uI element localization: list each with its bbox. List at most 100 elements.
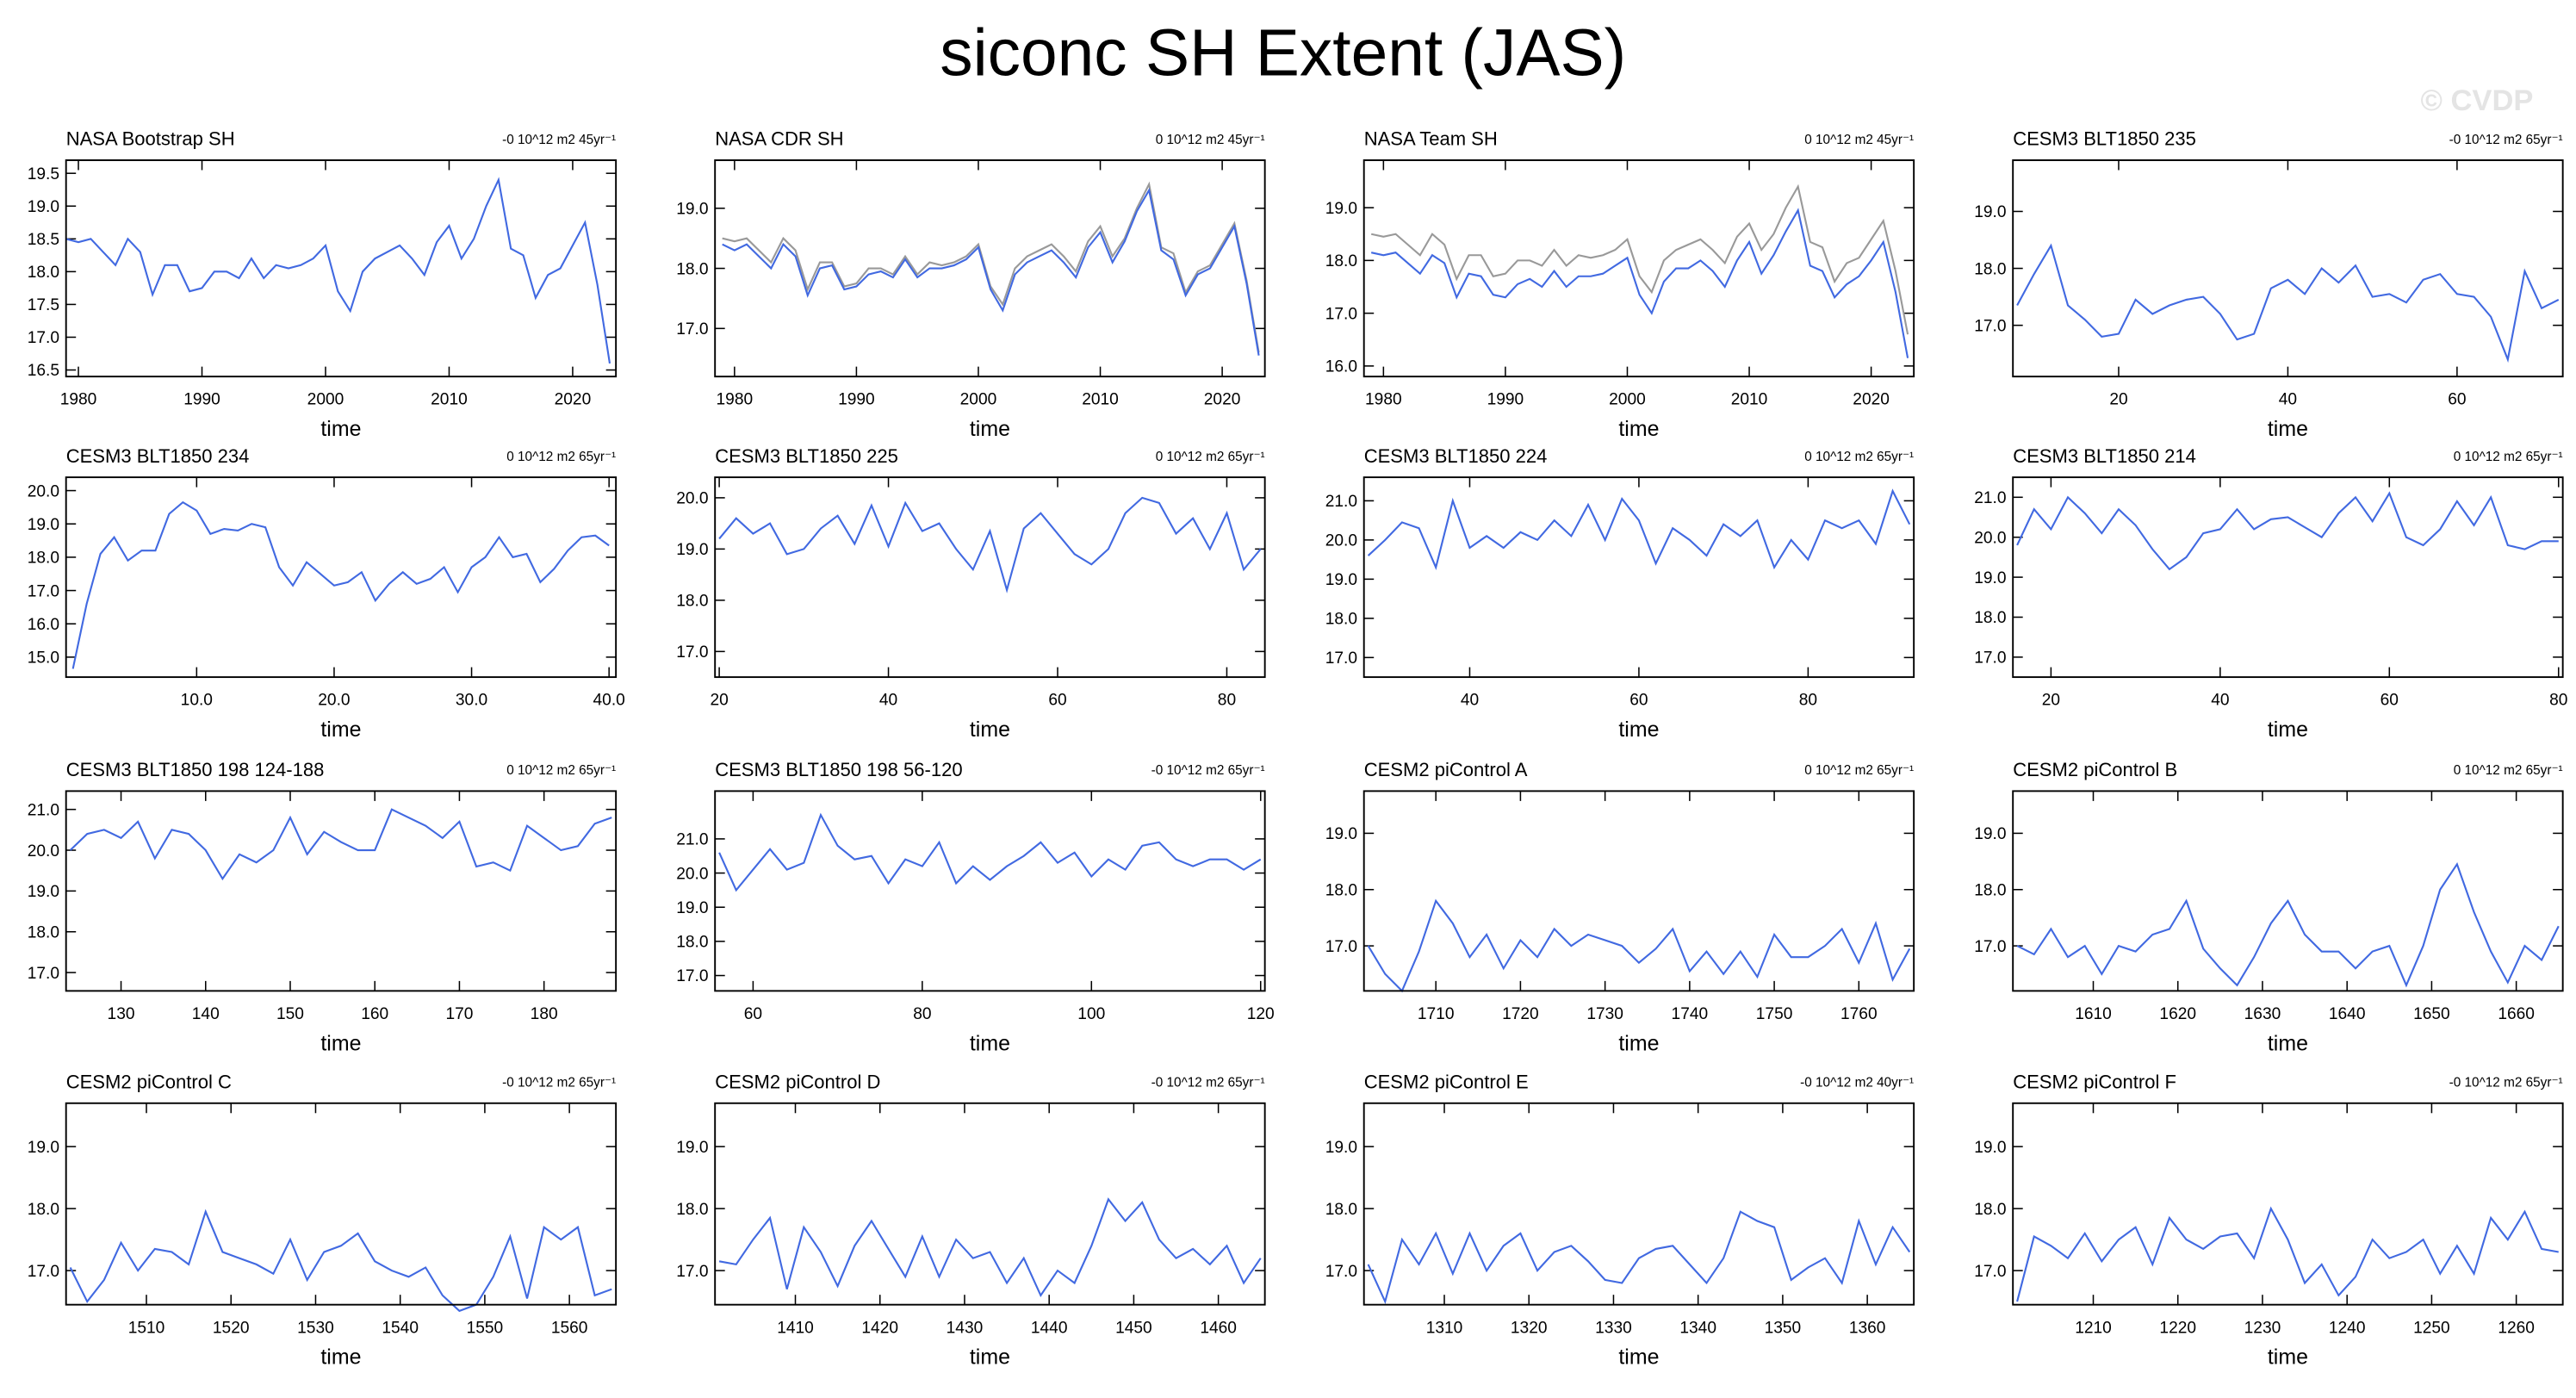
plot-frame (714, 790, 1266, 992)
y-tick-label: 17.0 (676, 643, 708, 662)
y-tick-label: 18.0 (676, 260, 708, 278)
x-tick-label: 100 (1077, 1005, 1105, 1023)
y-tick-label: 18.0 (28, 1201, 59, 1219)
x-tick-label: 1560 (551, 1319, 588, 1337)
x-tick-label: 1310 (1426, 1319, 1463, 1337)
x-tick-label: 2000 (1609, 391, 1646, 409)
x-axis-label: time (320, 718, 361, 742)
x-axis-label: time (970, 417, 1010, 441)
panel-trend: 0 10^12 m2 65yr⁻¹ (2454, 450, 2563, 464)
data-line (1367, 1210, 1911, 1305)
x-tick-label: 1330 (1595, 1319, 1632, 1337)
panel-title: NASA CDR SH (715, 128, 843, 150)
x-axis-label: time (2268, 1345, 2308, 1370)
data-line (69, 808, 612, 881)
y-tick-label: 17.0 (676, 967, 708, 985)
x-tick-label: 40 (1461, 692, 1479, 710)
data-line (69, 1208, 612, 1313)
data-line (2016, 243, 2560, 363)
y-tick-label: 19.0 (28, 516, 59, 534)
data-line (1370, 208, 1909, 358)
plot-frame (714, 159, 1266, 378)
x-tick-label: 30.0 (456, 692, 487, 710)
x-axis-label: time (970, 1031, 1010, 1055)
panel-trend: -0 10^12 m2 65yr⁻¹ (1151, 1076, 1265, 1090)
panel-trend: 0 10^12 m2 65yr⁻¹ (1804, 450, 1914, 464)
x-tick-label: 1530 (297, 1319, 334, 1337)
x-tick-label: 1990 (838, 391, 875, 409)
y-tick-label: 20.0 (28, 482, 59, 500)
panel-trend: -0 10^12 m2 65yr⁻¹ (2449, 1076, 2563, 1090)
y-tick-label: 18.0 (676, 934, 708, 952)
y-tick-label: 19.0 (1325, 1139, 1357, 1157)
x-tick-label: 2020 (1204, 391, 1241, 409)
y-tick-label: 20.0 (1974, 529, 2006, 547)
x-tick-label: 1230 (2244, 1319, 2281, 1337)
x-tick-label: 1340 (1679, 1319, 1716, 1337)
x-axis-label: time (320, 1031, 361, 1055)
panel-trend: 0 10^12 m2 65yr⁻¹ (2454, 763, 2563, 778)
y-tick-label: 17.0 (1974, 317, 2006, 335)
x-axis-label: time (970, 1345, 1010, 1370)
x-tick-label: 120 (1247, 1005, 1275, 1023)
y-tick-label: 18.0 (1325, 1201, 1357, 1219)
y-tick-label: 17.0 (1325, 1263, 1357, 1281)
x-tick-label: 1990 (183, 391, 220, 409)
panel-trend: 0 10^12 m2 45yr⁻¹ (1156, 133, 1265, 147)
panel-title: CESM3 BLT1850 235 (2013, 128, 2196, 150)
panel-trend: -0 10^12 m2 45yr⁻¹ (502, 133, 616, 147)
panel-trend: -0 10^12 m2 65yr⁻¹ (1151, 763, 1265, 778)
x-tick-label: 1990 (1487, 391, 1524, 409)
x-tick-label: 2020 (555, 391, 592, 409)
y-tick-label: 19.0 (28, 198, 59, 216)
x-axis-label: time (970, 718, 1010, 742)
x-tick-label: 1740 (1672, 1005, 1709, 1023)
panel-title: CESM2 piControl D (715, 1072, 880, 1093)
data-line (2016, 491, 2559, 571)
x-tick-label: 1640 (2329, 1005, 2366, 1023)
x-tick-label: 1210 (2075, 1319, 2112, 1337)
x-tick-label: 1260 (2498, 1319, 2535, 1337)
panel-trend: -0 10^12 m2 65yr⁻¹ (2449, 133, 2563, 147)
plot-frame (2012, 790, 2564, 992)
y-tick-label: 17.0 (1974, 938, 2006, 956)
x-tick-label: 140 (192, 1005, 220, 1023)
y-tick-label: 17.0 (676, 1263, 708, 1281)
watermark: © CVDP (2421, 84, 2534, 117)
x-tick-label: 2010 (431, 391, 468, 409)
y-tick-label: 19.0 (1325, 200, 1357, 218)
x-tick-label: 2000 (960, 391, 997, 409)
x-tick-label: 40 (2211, 692, 2229, 710)
x-tick-label: 1720 (1502, 1005, 1539, 1023)
panel-trend: -0 10^12 m2 40yr⁻¹ (1800, 1076, 1914, 1090)
x-tick-label: 60 (1629, 692, 1648, 710)
plot-frame (1362, 159, 1915, 378)
y-tick-label: 19.0 (1974, 1139, 2006, 1157)
panel-title: CESM3 BLT1850 224 (1364, 445, 1548, 467)
x-tick-label: 1220 (2159, 1319, 2196, 1337)
plot-frame (65, 159, 618, 378)
data-line (2016, 1206, 2559, 1302)
panel-title: CESM2 piControl B (2013, 759, 2177, 780)
plot-frame (2012, 1102, 2564, 1306)
x-tick-label: 1410 (777, 1319, 814, 1337)
y-tick-label: 19.0 (28, 1139, 59, 1157)
y-tick-label: 20.0 (676, 490, 708, 508)
x-tick-label: 160 (361, 1005, 388, 1023)
y-tick-label: 21.0 (676, 831, 708, 849)
x-tick-label: 2020 (1853, 391, 1890, 409)
data-line (71, 500, 610, 669)
x-tick-label: 20 (710, 692, 728, 710)
x-tick-label: 60 (1048, 692, 1066, 710)
data-line (1367, 488, 1911, 570)
y-tick-label: 17.0 (28, 329, 59, 347)
x-tick-label: 1650 (2413, 1005, 2450, 1023)
x-tick-label: 170 (445, 1005, 473, 1023)
x-tick-label: 1450 (1115, 1319, 1152, 1337)
x-tick-label: 60 (2448, 391, 2466, 409)
y-tick-label: 17.0 (676, 320, 708, 339)
y-tick-label: 19.0 (676, 201, 708, 219)
y-tick-label: 17.0 (28, 965, 59, 983)
x-tick-label: 1440 (1031, 1319, 1068, 1337)
plot-frame (1362, 790, 1915, 992)
